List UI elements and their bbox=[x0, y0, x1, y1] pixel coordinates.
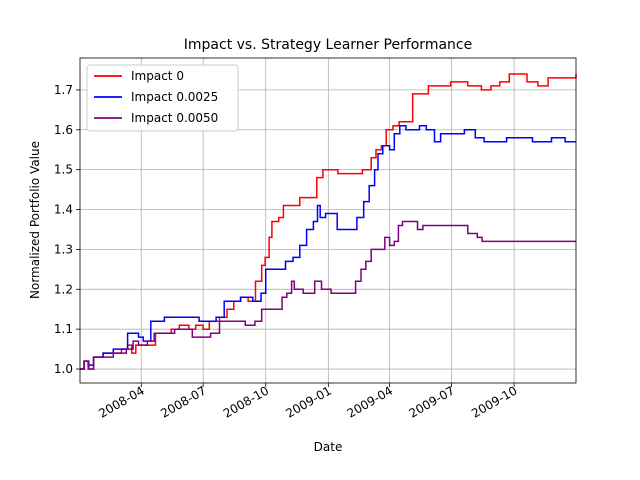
y-tick-label: 1.2 bbox=[54, 282, 73, 296]
y-tick-label: 1.7 bbox=[54, 83, 73, 97]
series-line-3 bbox=[80, 220, 576, 370]
y-tick-label: 1.6 bbox=[54, 123, 73, 137]
legend-label-1: Impact 0 bbox=[131, 69, 184, 83]
chart-title: Impact vs. Strategy Learner Performance bbox=[184, 37, 472, 53]
y-tick-label: 1.3 bbox=[54, 242, 73, 256]
y-tick-label: 1.4 bbox=[54, 203, 73, 217]
y-tick-label: 1.0 bbox=[54, 362, 73, 376]
legend-label-3: Impact 0.0050 bbox=[131, 111, 218, 125]
legend-box bbox=[86, 64, 239, 132]
series-line-2 bbox=[80, 125, 576, 370]
y-axis-label: Normalized Portfolio Value bbox=[28, 141, 42, 299]
x-axis-label: Date bbox=[314, 440, 343, 454]
legend: Impact 0 Impact 0.0025 Impact 0.0050 bbox=[86, 64, 239, 132]
legend-label-2: Impact 0.0025 bbox=[131, 90, 218, 104]
series-lines bbox=[80, 73, 577, 370]
series-line-1 bbox=[80, 73, 577, 370]
y-tick-label: 1.5 bbox=[54, 163, 73, 177]
y-tick-label: 1.1 bbox=[54, 322, 73, 336]
